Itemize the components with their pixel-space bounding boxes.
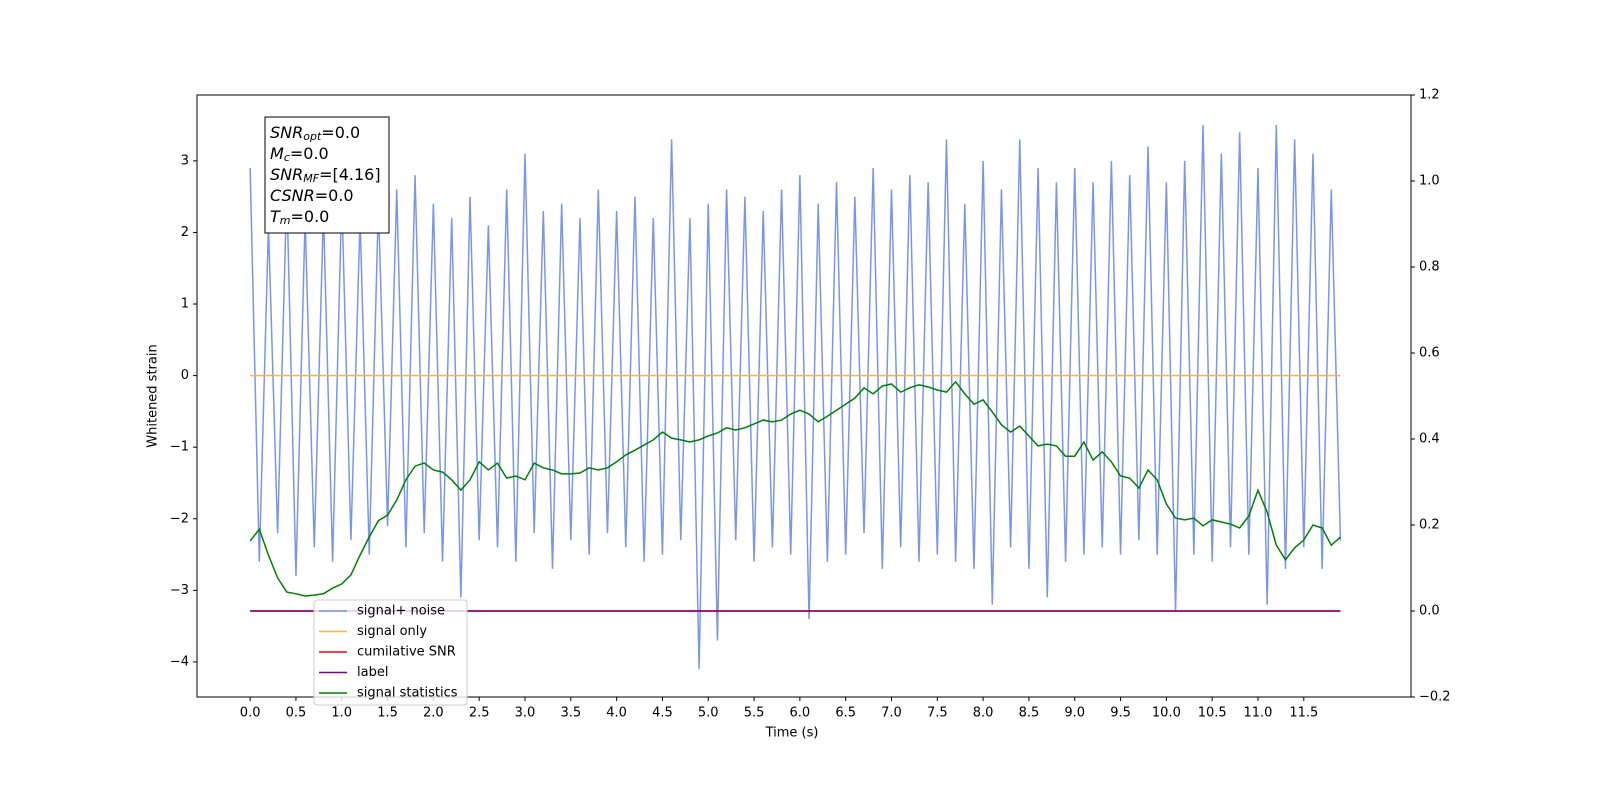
annotation-symbol: CSNR xyxy=(270,186,315,205)
x-tick-label: 9.0 xyxy=(1064,706,1085,721)
x-tick-label: 4.0 xyxy=(606,706,627,721)
legend-box xyxy=(313,599,468,706)
x-tick-label: 1.5 xyxy=(377,706,398,721)
x-tick-label: 3.0 xyxy=(515,706,536,721)
annotation-symbol: T xyxy=(270,207,281,226)
series-line xyxy=(249,125,1342,670)
annotation-line: SNRopt=0.0 xyxy=(270,123,360,144)
legend-label: label xyxy=(357,665,388,680)
y-tick-label: 1 xyxy=(181,297,189,312)
legend-label: signal+ noise xyxy=(357,604,445,619)
annotation-value: =[4.16] xyxy=(319,165,381,184)
y2-tick-label: 1.0 xyxy=(1419,174,1440,189)
legend-label: signal statistics xyxy=(357,686,458,701)
y-tick-label: 0 xyxy=(181,368,189,383)
x-axis-label: Time (s) xyxy=(765,726,819,741)
legend-label: cumilative SNR xyxy=(357,645,456,660)
x-tick-label: 6.0 xyxy=(790,706,811,721)
y-axis-label: Whitened strain xyxy=(146,344,161,447)
y-tick-label: 3 xyxy=(181,153,189,168)
y-tick-label: −2 xyxy=(170,511,189,526)
y2-tick-label: 1.2 xyxy=(1419,88,1440,103)
plot-frame xyxy=(196,94,1412,698)
y2-tick-label: 0.0 xyxy=(1419,604,1440,619)
annotation-line: Mc=0.0 xyxy=(270,144,329,165)
annotation-value: =0.0 xyxy=(290,144,329,163)
y-tick-label: 2 xyxy=(181,225,189,240)
x-tick-label: 5.5 xyxy=(744,706,765,721)
x-tick-label: 0.5 xyxy=(286,706,307,721)
annotation-subscript: MF xyxy=(303,172,319,185)
legend-label: signal only xyxy=(357,624,427,639)
annotation-subscript: m xyxy=(280,214,291,227)
series-line xyxy=(249,380,1341,597)
annotation-line: CSNR=0.0 xyxy=(270,186,354,205)
x-tick-label: 11.0 xyxy=(1244,706,1273,721)
x-tick-label: 5.0 xyxy=(698,706,719,721)
x-tick-label: 7.5 xyxy=(927,706,948,721)
annotation-value: =0.0 xyxy=(321,123,360,142)
annotation-symbol: SNR xyxy=(270,165,303,184)
y2-tick-label: 0.2 xyxy=(1419,518,1440,533)
y2-tick-label: 0.8 xyxy=(1419,260,1440,275)
x-tick-label: 10.0 xyxy=(1152,706,1181,721)
annotation-symbol: SNR xyxy=(270,123,303,142)
x-tick-label: 9.5 xyxy=(1110,706,1131,721)
x-tick-label: 0.0 xyxy=(240,706,261,721)
x-tick-label: 2.0 xyxy=(423,706,444,721)
y-tick-label: −1 xyxy=(170,440,189,455)
x-tick-label: 8.5 xyxy=(1019,706,1040,721)
x-tick-label: 3.5 xyxy=(560,706,581,721)
y2-tick-label: 0.4 xyxy=(1419,432,1440,447)
annotation-line: Tm=0.0 xyxy=(270,207,329,228)
x-tick-label: 8.0 xyxy=(973,706,994,721)
annotation-subscript: opt xyxy=(303,130,322,143)
x-tick-label: 11.5 xyxy=(1289,706,1318,721)
annotation-value: =0.0 xyxy=(315,186,354,205)
annotation-subscript: c xyxy=(284,151,290,164)
x-tick-label: 2.5 xyxy=(469,706,490,721)
annotation-value: =0.0 xyxy=(291,207,330,226)
x-tick-label: 7.0 xyxy=(881,706,902,721)
y-tick-label: −3 xyxy=(170,583,189,598)
annotation-box xyxy=(264,116,390,234)
annotation-symbol: M xyxy=(270,144,284,163)
x-tick-label: 6.5 xyxy=(835,706,856,721)
y2-tick-label: −0.2 xyxy=(1419,690,1451,705)
x-tick-label: 10.5 xyxy=(1198,706,1227,721)
y2-tick-label: 0.6 xyxy=(1419,346,1440,361)
x-tick-label: 4.5 xyxy=(652,706,673,721)
annotation-line: SNRMF=[4.16] xyxy=(270,165,381,186)
y-tick-label: −4 xyxy=(170,654,189,669)
x-tick-label: 1.0 xyxy=(331,706,352,721)
